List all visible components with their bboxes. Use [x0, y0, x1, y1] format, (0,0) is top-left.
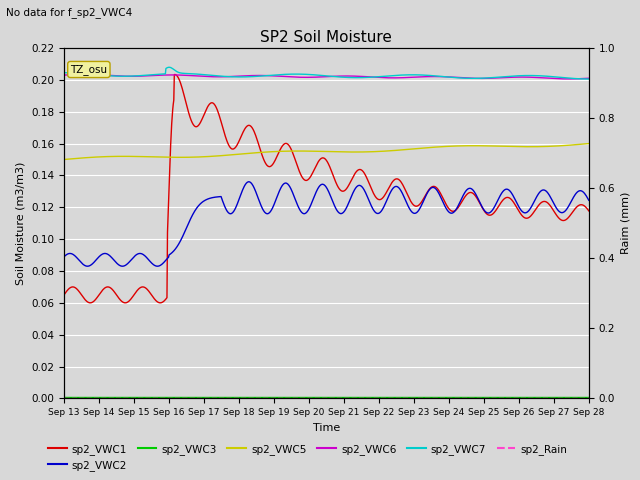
Legend: sp2_VWC1, sp2_VWC2, sp2_VWC3, sp2_VWC5, sp2_VWC6, sp2_VWC7, sp2_Rain: sp2_VWC1, sp2_VWC2, sp2_VWC3, sp2_VWC5, …: [44, 439, 572, 475]
Text: No data for f_sp2_VWC4: No data for f_sp2_VWC4: [6, 7, 132, 18]
Text: TZ_osu: TZ_osu: [70, 64, 108, 75]
Y-axis label: Soil Moisture (m3/m3): Soil Moisture (m3/m3): [15, 161, 26, 285]
Title: SP2 Soil Moisture: SP2 Soil Moisture: [260, 30, 392, 46]
Y-axis label: Raim (mm): Raim (mm): [621, 192, 630, 254]
X-axis label: Time: Time: [313, 423, 340, 432]
